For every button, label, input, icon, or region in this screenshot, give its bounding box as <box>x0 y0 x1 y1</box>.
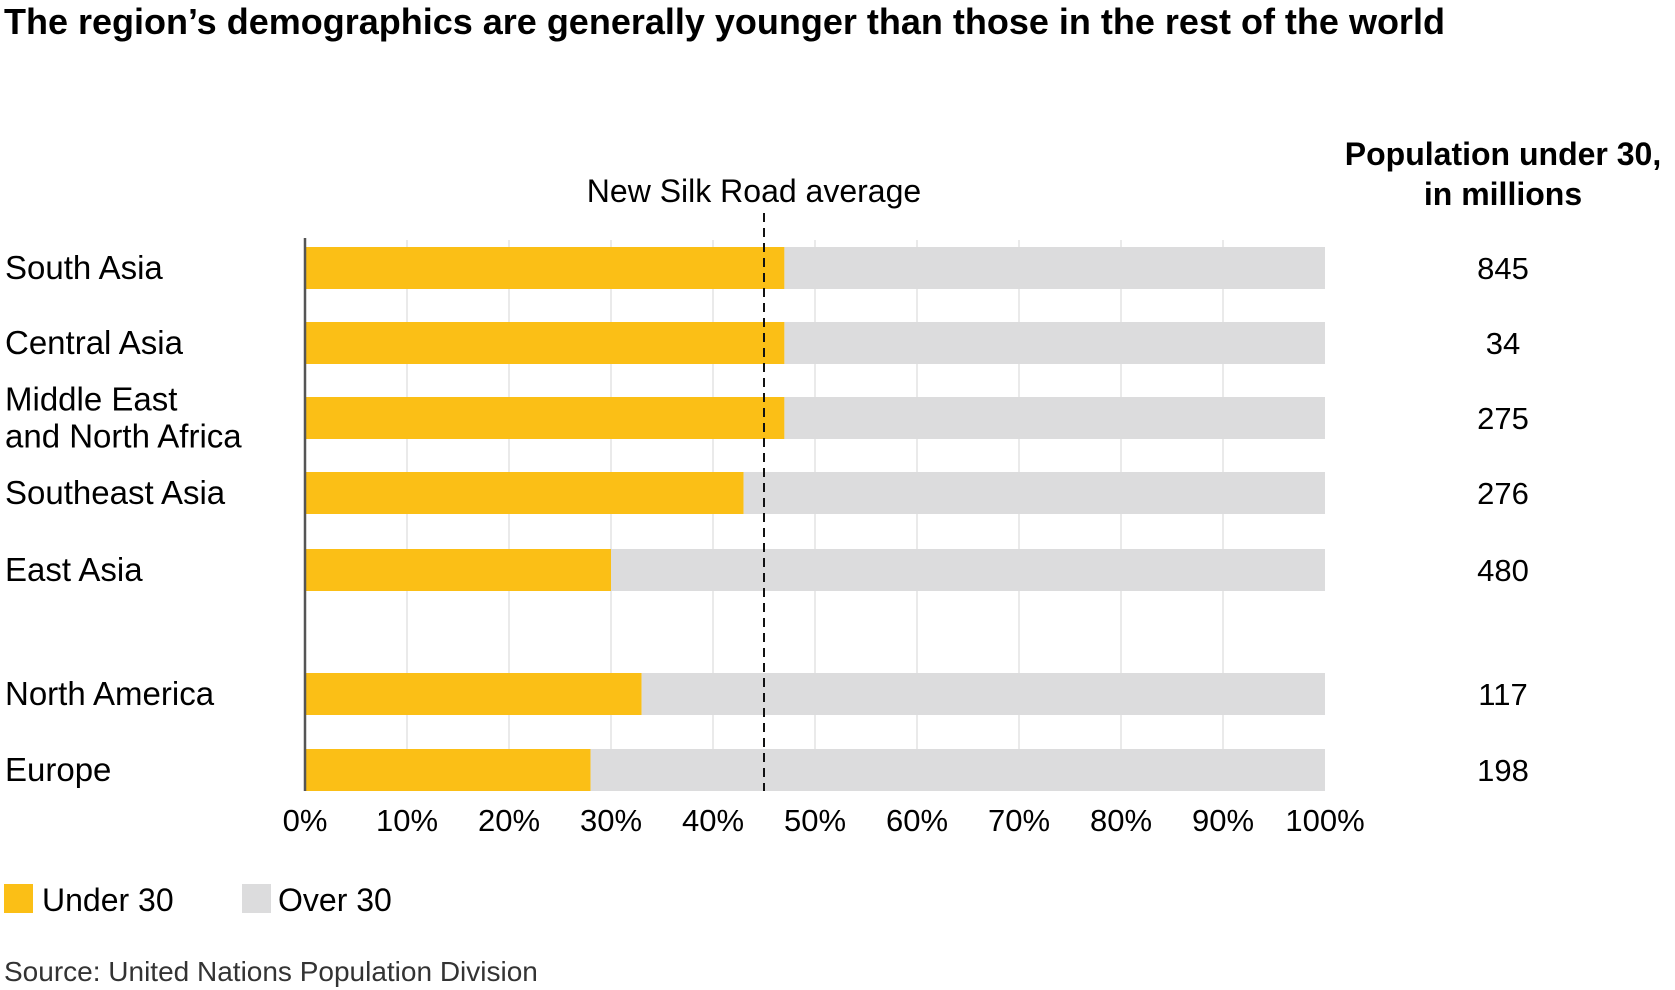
bar-over-30 <box>743 472 1325 514</box>
x-tick-label: 100% <box>1285 803 1364 838</box>
x-tick-label: 0% <box>283 803 328 838</box>
value-column-header-line-1: Population under 30, <box>1345 136 1661 172</box>
bar-over-30 <box>590 749 1325 791</box>
bar-under-30 <box>305 673 642 715</box>
bar-under-30 <box>305 472 744 514</box>
bar-over-30 <box>641 673 1325 715</box>
reference-line-label: New Silk Road average <box>587 173 921 209</box>
region-label: Central Asia <box>5 324 184 361</box>
x-tick-label: 10% <box>376 803 438 838</box>
bar-under-30 <box>305 549 611 591</box>
legend-swatch-under-30 <box>4 884 33 913</box>
bar-over-30 <box>784 322 1325 364</box>
x-tick-label: 60% <box>886 803 948 838</box>
population-value: 198 <box>1477 753 1529 788</box>
region-label: East Asia <box>5 551 143 588</box>
population-value: 275 <box>1477 401 1529 436</box>
region-label: North America <box>5 675 215 712</box>
bar-under-30 <box>305 749 591 791</box>
legend-swatch-over-30 <box>242 884 271 913</box>
x-tick-label: 90% <box>1192 803 1254 838</box>
bars <box>305 247 1325 791</box>
bar-over-30 <box>784 397 1325 439</box>
population-value: 480 <box>1477 553 1529 588</box>
region-label: Southeast Asia <box>5 474 226 511</box>
x-tick-label: 20% <box>478 803 540 838</box>
region-labels: South Asia Central Asia Middle East and Nor… <box>5 249 242 788</box>
chart-title: The region’s demographics are generally … <box>4 1 1445 42</box>
population-values: 845 34 275 276 480 117 198 <box>1477 251 1529 788</box>
bar-under-30 <box>305 247 785 289</box>
x-tick-label: 40% <box>682 803 744 838</box>
population-value: 276 <box>1477 476 1529 511</box>
x-tick-label: 70% <box>988 803 1050 838</box>
x-tick-labels: 0% 10% 20% 30% 40% 50% 60% 70% 80% 90% 100% <box>283 803 1365 838</box>
x-tick-label: 30% <box>580 803 642 838</box>
bar-over-30 <box>611 549 1325 591</box>
region-label: Europe <box>5 751 111 788</box>
population-value: 34 <box>1486 326 1520 361</box>
region-label: Middle East and North Africa <box>5 381 242 455</box>
source-note: Source: United Nations Population Divisi… <box>4 956 538 987</box>
legend-label-under-30: Under 30 <box>42 882 174 918</box>
bar-under-30 <box>305 397 785 439</box>
population-value: 117 <box>1478 677 1527 712</box>
population-value: 845 <box>1477 251 1529 286</box>
bar-over-30 <box>784 247 1325 289</box>
x-tick-label: 50% <box>784 803 846 838</box>
x-tick-label: 80% <box>1090 803 1152 838</box>
legend-label-over-30: Over 30 <box>278 882 392 918</box>
bar-under-30 <box>305 322 785 364</box>
value-column-header-line-2: in millions <box>1424 176 1582 212</box>
region-label: South Asia <box>5 249 163 286</box>
